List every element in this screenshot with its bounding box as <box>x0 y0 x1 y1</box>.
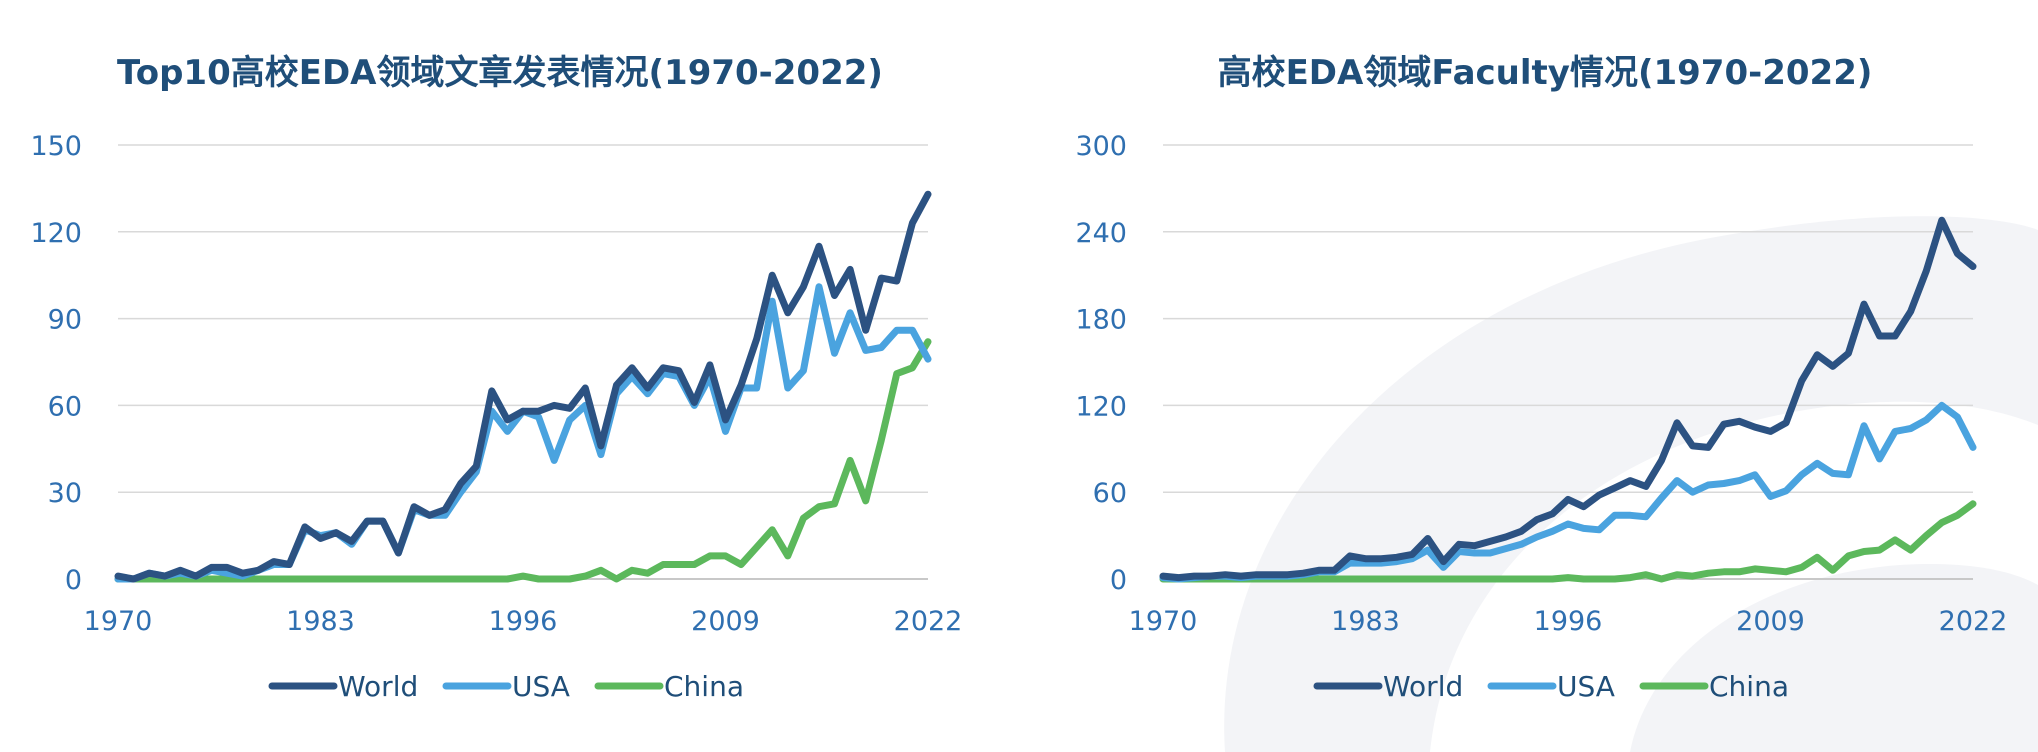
chart-article-publications: Top10高校EDA领域文章发表情况(1970-2022) 0 30 60 90 120… <box>0 0 990 752</box>
series-line-china <box>1159 500 1977 583</box>
x-tick-label: 1983 <box>286 606 355 637</box>
x-tick-label: 2009 <box>1736 606 1805 637</box>
y-tick-label: 30 <box>48 478 82 509</box>
y-tick-label: 120 <box>1075 391 1127 422</box>
y-tick-label: 0 <box>65 565 82 596</box>
plot-area: 0 30 60 90 120 150 1970 1983 1996 2009 2022 World US… <box>30 131 962 703</box>
y-tick-label: 0 <box>1110 565 1127 596</box>
series-line-usa <box>114 283 932 583</box>
legend-label-usa: USA <box>512 670 570 703</box>
series-line-china <box>114 338 932 583</box>
x-tick-label: 1983 <box>1331 606 1400 637</box>
x-tick-label: 1970 <box>1129 606 1198 637</box>
plot-area: 0 60 120 180 240 300 1970 1983 1996 2009 2022 World… <box>1075 131 2007 703</box>
series-line-world <box>1159 216 1977 582</box>
chart-title: 高校EDA领域Faculty情况(1970-2022) <box>1218 53 1873 93</box>
x-tick-label: 1996 <box>1534 606 1603 637</box>
y-tick-label: 120 <box>30 218 82 249</box>
x-tick-label: 2022 <box>894 606 963 637</box>
chart-title: Top10高校EDA领域文章发表情况(1970-2022) <box>117 53 883 93</box>
y-tick-label: 90 <box>48 305 82 336</box>
legend-label-china: China <box>664 670 744 703</box>
y-tick-label: 180 <box>1075 305 1127 336</box>
x-tick-label: 1996 <box>489 606 558 637</box>
x-tick-label: 1970 <box>84 606 153 637</box>
y-tick-label: 240 <box>1075 218 1127 249</box>
chart-faculty: 高校EDA领域Faculty情况(1970-2022) 0 60 120 180 240… <box>1045 0 2035 752</box>
y-tick-label: 60 <box>48 391 82 422</box>
legend-label-world: World <box>1383 670 1463 703</box>
chart-article-publications-svg: Top10高校EDA领域文章发表情况(1970-2022) 0 30 60 90 120… <box>30 53 962 703</box>
chart-faculty-svg: 高校EDA领域Faculty情况(1970-2022) 0 60 120 180 240… <box>1075 53 2007 703</box>
x-tick-label: 2022 <box>1939 606 2008 637</box>
y-tick-label: 60 <box>1093 478 1127 509</box>
x-tick-label: 2009 <box>691 606 760 637</box>
legend-label-world: World <box>338 670 418 703</box>
watermark-swirl-core <box>1630 564 2038 752</box>
series-line-world <box>114 190 932 583</box>
y-tick-label: 300 <box>1075 131 1127 162</box>
legend-label-usa: USA <box>1557 670 1615 703</box>
legend-label-china: China <box>1709 670 1789 703</box>
y-tick-label: 150 <box>30 131 82 162</box>
